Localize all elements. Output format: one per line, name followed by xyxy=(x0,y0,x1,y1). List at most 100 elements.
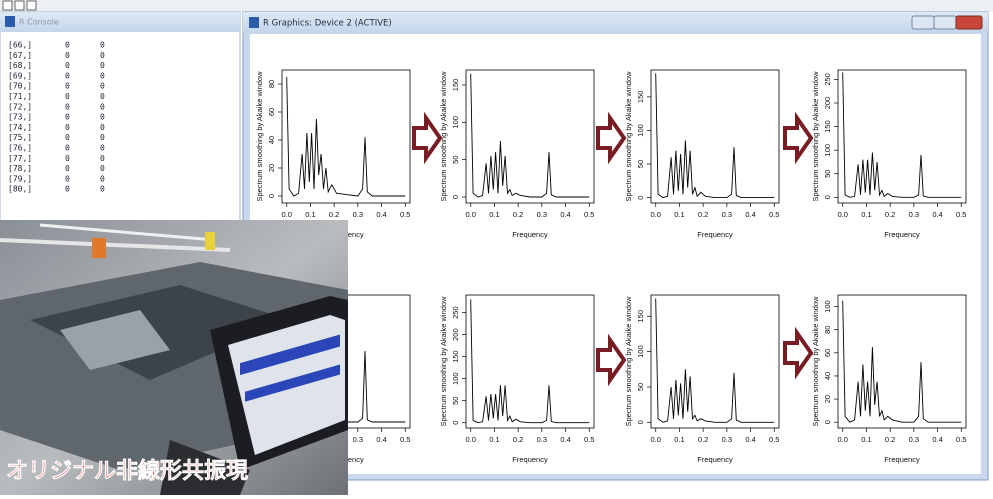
y-tick-label: 60 xyxy=(267,108,276,116)
console-cell: 0 xyxy=(65,174,70,183)
console-cell: [66,] xyxy=(8,41,32,50)
x-tick-label: 0.3 xyxy=(537,210,547,219)
toolbar-button[interactable] xyxy=(2,0,13,11)
x-axis-label: Frequency xyxy=(884,455,920,464)
console-cell: 0 xyxy=(100,174,105,183)
x-tick-label: 0.5 xyxy=(584,210,594,219)
y-tick-label: 200 xyxy=(823,97,832,110)
plot-frame xyxy=(465,69,595,204)
console-cell: 0 xyxy=(100,41,105,50)
console-cell: 0 xyxy=(100,133,105,142)
x-tick-label: 0.4 xyxy=(376,435,386,444)
minimize-button[interactable] xyxy=(911,15,935,30)
spectrum-line xyxy=(286,76,406,197)
x-tick-label: 0.2 xyxy=(885,210,895,219)
plot-frame xyxy=(650,69,780,204)
x-tick-label: 0.3 xyxy=(909,435,919,444)
y-axis-label: Spectrum smoothing by Akaike window xyxy=(439,71,448,202)
console-cell: 0 xyxy=(100,102,105,111)
spectrum-line xyxy=(655,73,775,199)
plot-frame xyxy=(465,294,595,429)
x-tick-label: 0.2 xyxy=(513,210,523,219)
y-tick-label: 50 xyxy=(636,160,645,168)
toolbar-button[interactable] xyxy=(14,0,25,11)
console-cell: [75,] xyxy=(8,133,32,142)
console-cell: 0 xyxy=(65,51,70,60)
console-titlebar xyxy=(0,12,240,32)
y-tick-label: 150 xyxy=(451,79,460,92)
x-tick-label: 0.2 xyxy=(698,435,708,444)
x-tick-label: 0.4 xyxy=(560,210,570,219)
arrow xyxy=(596,111,627,165)
console-cell: 0 xyxy=(65,164,70,173)
y-tick-label: 100 xyxy=(823,300,832,313)
x-tick-label: 0.1 xyxy=(489,210,499,219)
y-tick-label: 80 xyxy=(823,326,832,334)
y-tick-label: 0 xyxy=(451,195,460,199)
console-title: R Console xyxy=(19,18,59,27)
x-tick-label: 0.4 xyxy=(932,435,942,444)
console-cell: [77,] xyxy=(8,154,32,163)
plots: 0.0 0.1 0.2 0.3 0.4 0.5 0 20 40 60 80 Frequency Spec… xyxy=(255,69,967,464)
spectrum-line xyxy=(842,72,962,198)
y-tick-label: 0 xyxy=(636,420,645,424)
laptop-base xyxy=(160,440,250,495)
spectrum-plot: 0.0 0.1 0.2 0.3 0.4 0.5 0 50 100 150 Frequency Spec… xyxy=(439,69,595,239)
console-cell: 0 xyxy=(100,113,105,122)
console-cell: [73,] xyxy=(8,113,32,122)
spectrum-plot: 0.0 0.1 0.2 0.3 0.4 0.5 0 20 40 60 80 100 Frequency S… xyxy=(811,294,967,464)
r-icon xyxy=(249,17,259,28)
graphics-window: R Graphics: Device 2 (ACTIVE) xyxy=(242,11,989,481)
graphics-title: R Graphics: Device 2 (ACTIVE) xyxy=(263,19,392,29)
console-cell: [70,] xyxy=(8,82,32,91)
y-tick-label: 150 xyxy=(823,120,832,133)
toolbar-button[interactable] xyxy=(26,0,37,11)
arrows xyxy=(412,111,814,387)
y-tick-label: 50 xyxy=(451,155,460,163)
plot-frame xyxy=(837,294,967,429)
y-tick-label: 100 xyxy=(451,116,460,129)
r-icon xyxy=(5,16,15,27)
x-tick-label: 0.0 xyxy=(466,435,476,444)
console-cell: [68,] xyxy=(8,61,32,70)
console-cell: [79,] xyxy=(8,174,32,183)
x-tick-label: 0.1 xyxy=(861,210,871,219)
y-tick-label: 40 xyxy=(823,372,832,380)
console-cell: 0 xyxy=(100,123,105,132)
y-tick-label: 0 xyxy=(267,194,276,198)
console-cell: 0 xyxy=(65,185,70,194)
y-axis-label: Spectrum smoothing by Akaike window xyxy=(624,296,633,427)
x-tick-label: 0.2 xyxy=(885,435,895,444)
plot-area xyxy=(250,34,981,474)
x-tick-label: 0.0 xyxy=(651,435,661,444)
console-cell: 0 xyxy=(65,61,70,70)
plot-frame xyxy=(837,69,967,204)
console-cell: 0 xyxy=(100,185,105,194)
spectrum-plot: 0.0 0.1 0.2 0.3 0.4 0.5 0 50 100 150 Frequency Spec… xyxy=(624,69,780,239)
spectrum-plot: 0.0 0.1 0.2 0.3 0.4 0.5 0 50 100 150 Frequency Spec… xyxy=(624,294,779,464)
toolbar xyxy=(0,0,993,12)
console-cell: 0 xyxy=(65,113,70,122)
y-tick-label: 0 xyxy=(823,420,832,424)
console-cell: 0 xyxy=(100,164,105,173)
x-tick-label: 0.4 xyxy=(745,210,755,219)
rod xyxy=(39,223,216,242)
arrow xyxy=(596,333,627,387)
x-tick-label: 0.1 xyxy=(305,210,315,219)
spectrum-plot: 0.0 0.1 0.2 0.3 0.4 0.5 0 50 100 150 200 250 Frequen… xyxy=(811,69,967,239)
maximize-button[interactable] xyxy=(933,15,957,30)
close-button[interactable] xyxy=(955,15,983,30)
x-tick-label: 0.1 xyxy=(674,435,684,444)
x-tick-label: 0.3 xyxy=(722,435,732,444)
x-tick-label: 0.3 xyxy=(353,435,363,444)
x-axis-label: Frequency xyxy=(697,230,733,239)
console-cell: 0 xyxy=(100,82,105,91)
photo-caption: オリジナル非線形共振現 xyxy=(6,458,248,484)
x-tick-label: 0.4 xyxy=(560,435,570,444)
x-tick-label: 0.0 xyxy=(651,210,661,219)
y-tick-label: 150 xyxy=(636,310,645,323)
y-tick-label: 50 xyxy=(451,397,460,405)
console-cell: [74,] xyxy=(8,123,32,132)
x-tick-label: 0.2 xyxy=(513,435,523,444)
console-cell: 0 xyxy=(65,82,70,91)
